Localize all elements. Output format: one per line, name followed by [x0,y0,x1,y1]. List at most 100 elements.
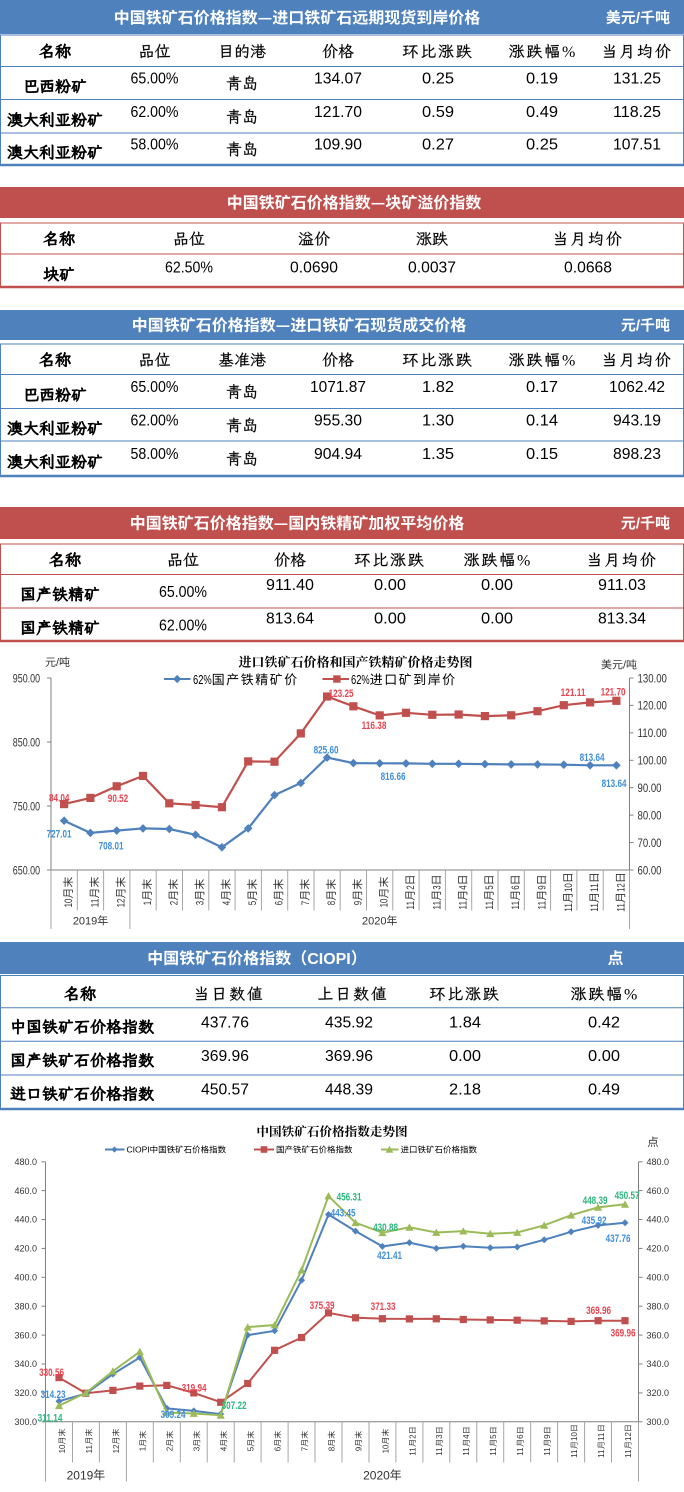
svg-text:943.19: 943.19 [613,412,661,429]
svg-text:0.0690: 0.0690 [290,259,338,276]
svg-text:65.00%: 65.00% [131,379,179,396]
svg-text:2: 2 [405,885,417,889]
svg-text:330.56: 330.56 [39,1367,64,1379]
svg-text:300.0: 300.0 [647,1417,670,1427]
svg-text:4: 4 [221,901,233,905]
svg-text:11: 11 [589,903,601,912]
svg-text:11: 11 [597,1449,606,1458]
svg-text:5: 5 [247,1446,256,1451]
svg-text:/: / [636,515,641,532]
svg-text:10: 10 [381,1444,390,1453]
svg-text:911.40: 911.40 [266,577,314,594]
svg-text:/: / [56,657,60,669]
svg-text:5: 5 [484,885,496,889]
svg-text:62.00%: 62.00% [131,104,179,121]
svg-text:650.00: 650.00 [13,863,40,877]
svg-text:118.25: 118.25 [613,104,661,121]
svg-text:813.34: 813.34 [598,610,646,627]
svg-text:11: 11 [484,901,496,910]
svg-text:CIOPI: CIOPI [307,951,351,968]
svg-text:2.18: 2.18 [449,1081,481,1098]
svg-text:421.41: 421.41 [377,1250,402,1262]
svg-text:7: 7 [301,1446,310,1451]
svg-text:448.39: 448.39 [325,1081,373,1098]
svg-text:11: 11 [537,901,549,910]
svg-text:813.64: 813.64 [580,752,606,764]
svg-text:437.76: 437.76 [201,1014,249,1031]
svg-text:360.0: 360.0 [647,1330,670,1340]
svg-text:2019: 2019 [73,916,97,928]
svg-text:955.30: 955.30 [314,412,362,429]
svg-text:62.50%: 62.50% [165,259,213,276]
svg-text:460.0: 460.0 [15,1186,38,1196]
svg-text:90.52: 90.52 [108,793,128,805]
svg-text:9: 9 [537,885,549,889]
svg-text:2019: 2019 [67,1468,94,1482]
svg-text:11: 11 [408,1447,417,1456]
svg-text:448.39: 448.39 [583,1195,608,1207]
svg-text:2: 2 [408,1434,417,1439]
svg-text:0.19: 0.19 [526,70,558,87]
svg-text:311.14: 311.14 [38,1413,64,1425]
svg-text:450.57: 450.57 [615,1190,640,1202]
svg-text:11: 11 [489,1447,498,1456]
svg-text:435.92: 435.92 [582,1215,607,1227]
svg-text:450.57: 450.57 [201,1081,249,1098]
svg-text:0.00: 0.00 [481,577,513,594]
svg-text:0.15: 0.15 [526,446,558,463]
svg-text:11: 11 [624,1449,633,1458]
svg-text:62.00%: 62.00% [131,412,179,429]
svg-text:11: 11 [570,1449,579,1458]
svg-text:11: 11 [85,1445,94,1454]
svg-text:4: 4 [220,1446,229,1451]
svg-text:300.0: 300.0 [15,1417,38,1427]
svg-text:2: 2 [166,1446,175,1451]
svg-text:11: 11 [615,903,627,912]
svg-text:750.00: 750.00 [13,799,40,813]
svg-text:12: 12 [116,899,128,908]
svg-text:%: % [517,552,530,569]
svg-text:443.45: 443.45 [331,1208,356,1220]
svg-text:107.51: 107.51 [613,136,661,153]
svg-text:62%: 62% [351,672,370,687]
svg-text:120.00: 120.00 [638,699,668,713]
svg-text:12: 12 [615,883,627,892]
svg-text:440.0: 440.0 [647,1215,670,1225]
svg-text:11: 11 [458,901,470,910]
svg-text:9: 9 [543,1434,552,1439]
svg-text:12: 12 [624,1432,633,1441]
svg-text:0.27: 0.27 [422,136,454,153]
svg-text:%: % [624,986,637,1003]
svg-text:8: 8 [326,901,338,905]
svg-text:319.94: 319.94 [182,1383,208,1395]
svg-text:131.25: 131.25 [613,70,661,87]
svg-text:369.96: 369.96 [325,1048,373,1065]
svg-text:116.38: 116.38 [362,720,387,732]
svg-text:0.14: 0.14 [526,412,558,429]
svg-text:10: 10 [379,899,391,908]
svg-text:430.88: 430.88 [373,1222,398,1234]
svg-text:4: 4 [458,885,470,889]
svg-text:11: 11 [516,1447,525,1456]
svg-text:70.00: 70.00 [638,836,662,850]
svg-text:0.25: 0.25 [422,70,454,87]
svg-text:480.0: 480.0 [647,1157,670,1167]
svg-text:%: % [562,352,575,369]
svg-text:0.00: 0.00 [449,1048,481,1065]
svg-text:90.00: 90.00 [638,781,662,795]
svg-text:123.25: 123.25 [329,688,354,700]
svg-text:369.96: 369.96 [586,1305,611,1317]
svg-text:11: 11 [510,901,522,910]
svg-text:708.01: 708.01 [99,841,124,853]
svg-text:340.0: 340.0 [15,1359,38,1369]
svg-text:371.33: 371.33 [371,1301,396,1313]
svg-text:121.11: 121.11 [561,687,586,699]
svg-text:11: 11 [462,1447,471,1456]
svg-text:369.96: 369.96 [201,1048,249,1065]
svg-text:0.00: 0.00 [374,610,406,627]
svg-text:0.59: 0.59 [422,104,454,121]
svg-text:11: 11 [543,1447,552,1456]
svg-text:437.76: 437.76 [606,1233,631,1245]
svg-text:/: / [636,317,641,334]
svg-text:369.96: 369.96 [611,1328,636,1340]
